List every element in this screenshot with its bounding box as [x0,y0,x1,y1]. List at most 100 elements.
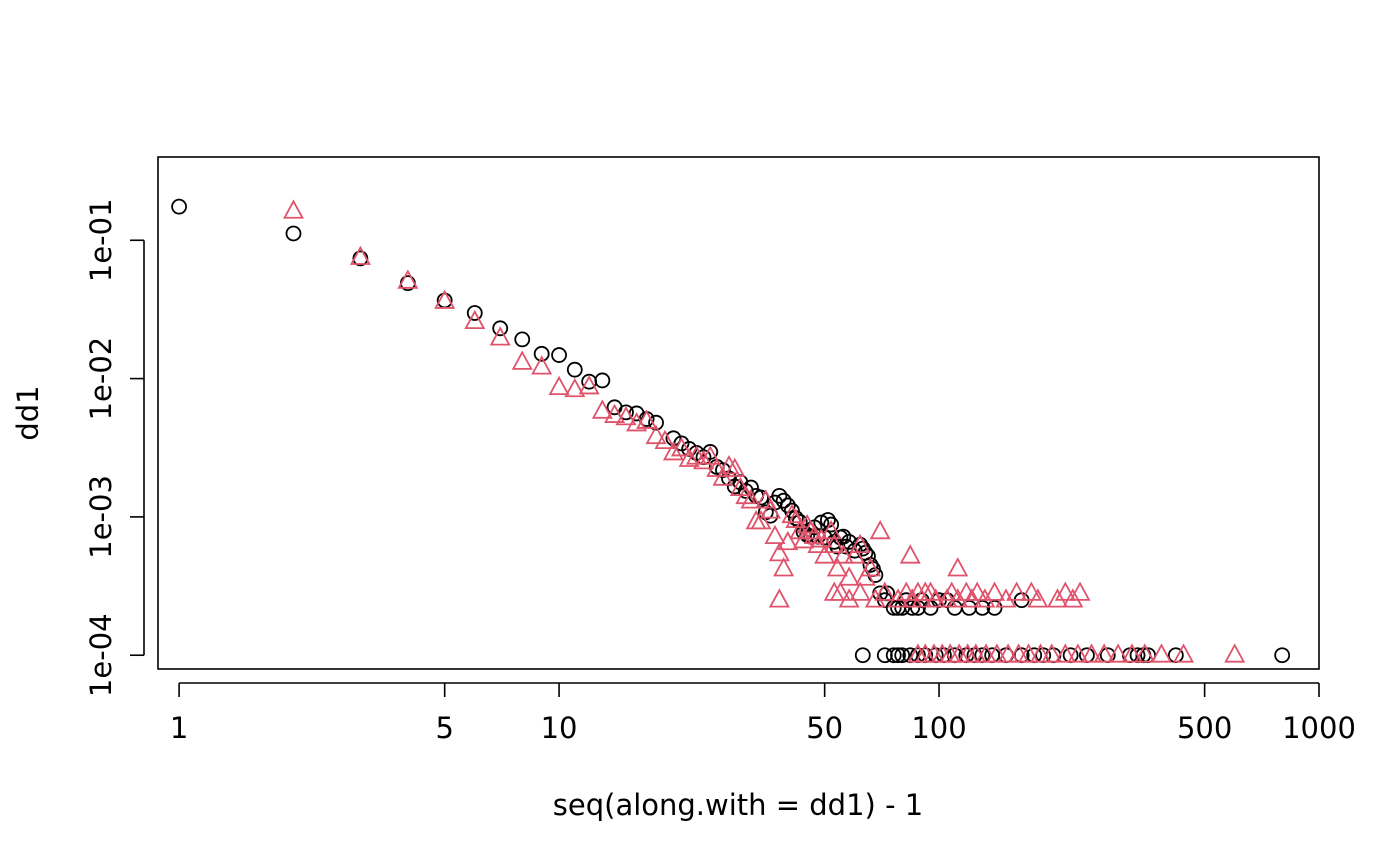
triangle-point [965,643,987,663]
triangle-point [1121,643,1143,663]
triangle-point [832,544,854,564]
circle-point [974,599,991,616]
circle-point [551,347,567,363]
triangle-point [464,309,486,330]
triangle-point [1224,643,1246,663]
triangle-point [662,441,684,461]
circle-point [1274,647,1291,664]
triangle-point [899,544,921,564]
triangle-point [864,588,886,608]
triangle-point [1067,643,1089,663]
circle-point [648,414,664,431]
triangle-point [434,289,456,309]
triangle-point [849,581,871,601]
triangle-point [1093,643,1115,663]
triangle-point [859,557,881,577]
circle-point [775,492,792,509]
triangle-point [1030,643,1052,663]
triangle-point [925,588,947,608]
triangle-point [759,499,781,519]
triangle-point [531,355,553,375]
x-axis-title: seq(along.with = dd1) - 1 [553,788,923,822]
triangle-point [397,269,419,289]
x-tick-label: 1000 [1282,711,1356,745]
plot-frame [157,156,1320,670]
triangle-point [615,405,637,426]
x-tick-label: 10 [541,711,578,745]
x-tick-label: 1 [170,711,188,745]
circle-point [171,198,187,215]
circle-point [823,516,840,533]
y-tick-label: 1e-03 [84,475,118,559]
triangle-point [724,457,746,477]
circle-point [566,361,583,378]
triangle-point [869,519,891,540]
triangle-point [1062,588,1084,608]
circle-point [492,320,509,337]
triangle-point [735,484,757,505]
circle-point [885,647,902,664]
triangle-point [947,588,969,608]
triangle-point [887,588,909,608]
triangle-point [636,409,658,429]
triangle-point [838,566,860,586]
triangle-point [768,588,790,608]
triangle-point [849,533,871,553]
series-2 [282,199,1246,663]
triangle-point [1018,643,1040,663]
circle-point [466,305,483,321]
x-axis: 1 5 10 50 100 500 1000 [170,682,1356,745]
triangle-point [693,449,715,470]
triangle-point [1006,581,1028,601]
triangle-point [1020,581,1042,601]
triangle-point [1134,643,1156,663]
triangle-point [966,581,988,601]
circle-point [352,250,369,267]
triangle-point [773,557,795,577]
x-tick-label: 500 [1177,711,1232,745]
y-tick-label: 1e-04 [84,613,118,697]
triangle-point [1027,588,1049,608]
triangle-point [768,542,790,562]
circle-point [771,487,788,504]
circle-point [835,528,852,545]
triangle-point [961,588,983,608]
triangle-point [1150,643,1173,663]
triangle-point [699,445,721,465]
triangle-point [604,403,626,423]
circle-point [533,345,550,362]
triangle-point [1054,643,1076,663]
triangle-point [854,566,876,586]
triangle-point [578,375,600,395]
triangle-point [740,489,762,509]
circle-point [986,599,1003,616]
triangle-point [755,489,777,509]
triangle-point [984,581,1006,601]
triangle-point [986,643,1008,663]
triangle-point [1107,643,1129,663]
triangle-point [718,454,740,475]
triangle-point [838,588,860,608]
x-tick-label: 50 [806,711,843,745]
triangle-point [1081,643,1103,663]
circle-point [894,647,911,664]
triangle-point [1046,588,1069,608]
triangle-point [645,424,667,445]
y-axis-title: dd1 [11,385,45,440]
triangle-point [781,503,803,524]
triangle-point [591,399,613,419]
triangle-point [997,643,1019,663]
triangle-point [654,429,676,450]
y-tick-label: 1e-02 [84,337,118,421]
triangle-point [777,530,799,551]
triangle-point [844,544,866,564]
triangle-point [947,557,969,577]
triangle-point [1069,581,1091,601]
triangle-point [829,581,851,601]
triangle-point [1173,643,1195,663]
circle-point [885,599,902,616]
triangle-point [823,533,845,553]
triangle-point [764,524,786,545]
circle-point [854,647,871,664]
